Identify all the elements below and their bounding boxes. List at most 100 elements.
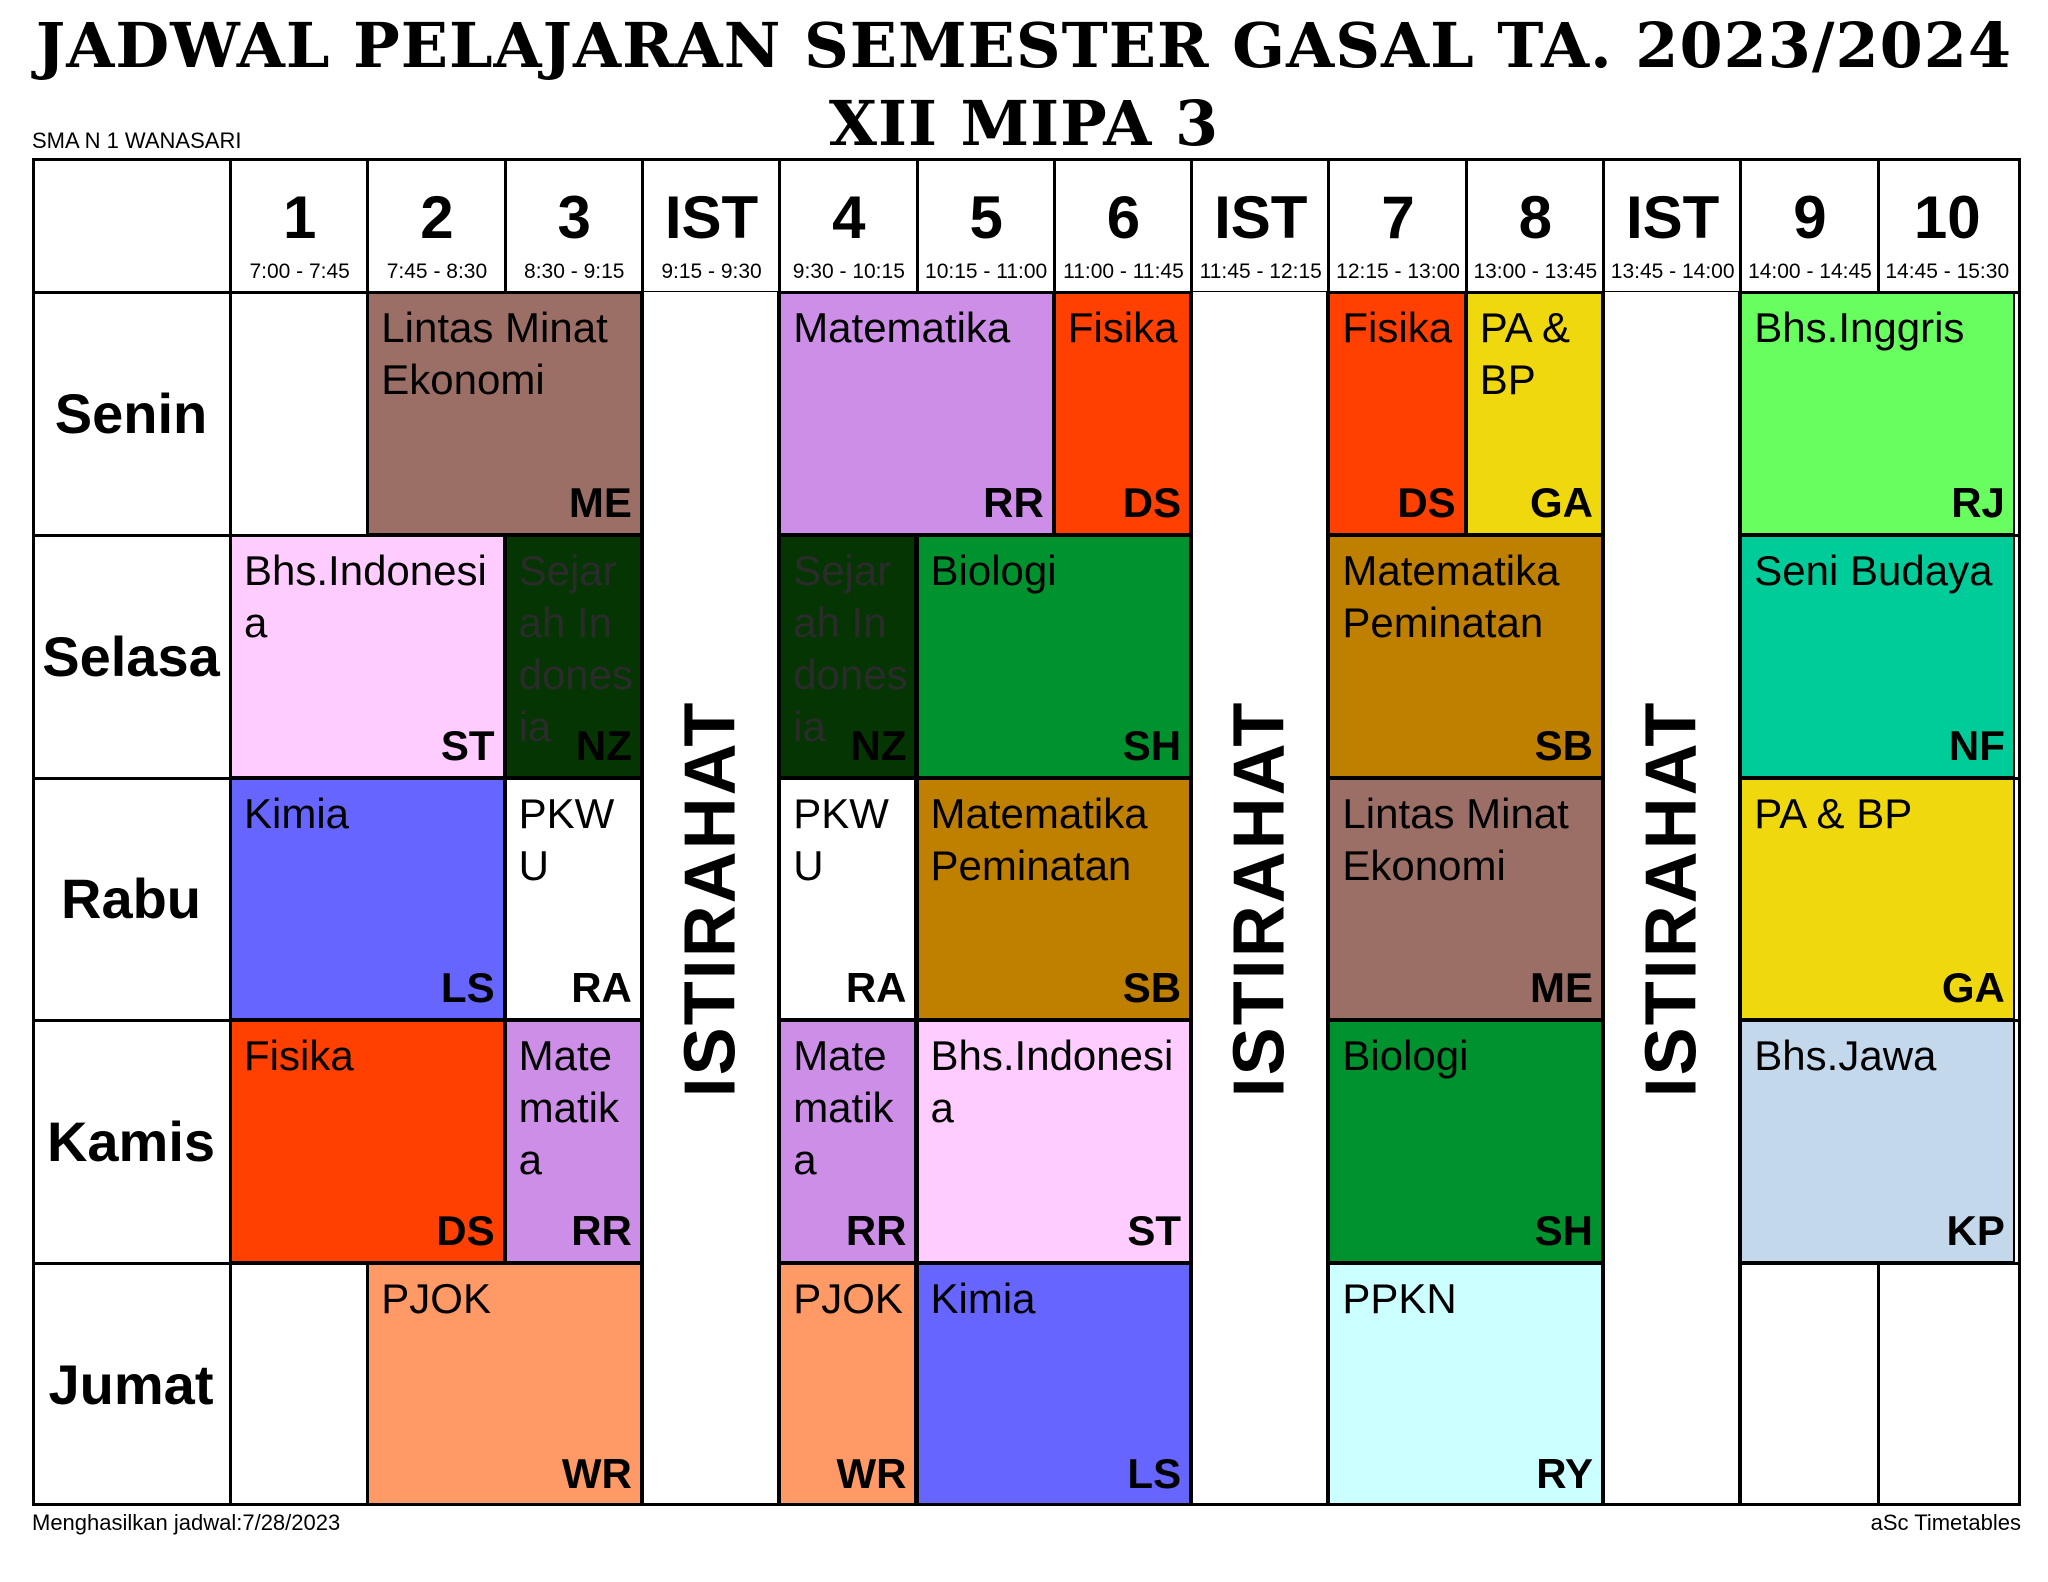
period-header: IST 9:15 - 9:30 [641,158,779,292]
lesson-subject: Bhs.Indonesia [930,1032,1174,1132]
lesson-subject: Lintas Minat Ekonomi [1342,789,1569,889]
lesson-cell[interactable]: PKWU RA [504,777,642,1021]
period-number: 7 [1381,184,1415,251]
lesson-teacher: WR [561,1449,632,1497]
period-header: 4 9:30 - 10:15 [779,158,916,292]
lesson-cell[interactable]: Matematika RR [779,1020,917,1264]
period-header: 6 11:00 - 11:45 [1053,158,1191,292]
lesson-subject: PPKN [1342,1275,1457,1323]
lesson-subject: Matematika Peminatan [1342,546,1560,646]
lesson-cell[interactable]: Matematika RR [779,292,1054,535]
lesson-cell[interactable]: Kimia LS [916,1263,1192,1506]
column-divider [1602,158,1605,292]
timetable-grid: 1 7:00 - 7:45 2 7:45 - 8:30 3 8:30 - 9:15 IST 9… [32,158,2021,1506]
period-time: 12:15 - 13:00 [1336,260,1460,283]
period-header: 10 14:45 - 15:30 [1877,158,2015,292]
period-time: 14:00 - 14:45 [1748,260,1872,283]
lesson-subject: Fisika [1342,304,1453,351]
lesson-teacher: RA [845,964,907,1012]
period-number: 4 [832,184,866,251]
period-header: 8 13:00 - 13:45 [1465,158,1603,292]
lesson-teacher: RA [571,964,632,1012]
lesson-teacher: DS [1397,478,1456,526]
break-label: ISTIRAHAT [1219,700,1300,1098]
lesson-cell[interactable]: PJOK WR [367,1263,642,1506]
lesson-cell[interactable]: Lintas Minat Ekonomi ME [1328,777,1603,1021]
lesson-cell[interactable]: Biologi SH [916,534,1192,778]
lesson-teacher: SH [1534,1207,1593,1255]
lesson-subject: Biologi [930,546,1057,594]
lesson-subject: Kimia [930,1275,1036,1323]
lesson-subject: PKWU [793,789,889,889]
lesson-subject: Seni Budaya [1754,546,1993,594]
lesson-teacher: NZ [850,721,907,769]
lesson-cell[interactable]: Sejarah Indonesia NZ [779,534,917,778]
break-column: ISTIRAHAT [1603,292,1741,1506]
lesson-cell[interactable]: Lintas Minat Ekonomi ME [367,292,642,535]
column-divider [915,158,919,292]
column-divider [778,158,782,292]
lesson-teacher: SB [1122,964,1182,1012]
period-number: 2 [420,184,454,251]
generator-credit: aSc Timetables [1870,1510,2021,1535]
lesson-teacher: LS [440,964,495,1012]
lesson-subject: Sejarah Indonesia [793,546,908,750]
lesson-cell[interactable]: PKWU RA [779,777,917,1021]
lesson-teacher: DS [1122,478,1182,526]
page-title: JADWAL PELAJARAN SEMESTER GASAL TA. 2023… [35,9,2013,82]
lesson-cell[interactable]: Biologi SH [1328,1020,1603,1264]
day-label-rabu: Rabu [61,867,201,931]
column-divider [1739,158,1743,292]
period-number: 5 [969,184,1003,251]
lesson-teacher: RR [983,478,1044,526]
cell-divider [1876,1263,1880,1506]
lesson-cell[interactable]: Matematika Peminatan SB [916,777,1192,1021]
column-divider [1876,158,1880,292]
period-header: 1 7:00 - 7:45 [230,158,367,292]
lesson-teacher: ME [568,478,632,526]
lesson-cell[interactable]: Matematika RR [504,1020,642,1264]
column-divider [1052,158,1056,292]
day-label-kamis: Kamis [46,1110,216,1174]
lesson-cell[interactable]: Sejarah Indonesia NZ [504,534,642,778]
period-time: 8:30 - 9:15 [524,260,625,283]
lesson-cell[interactable]: PA & BP GA [1465,292,1603,535]
lesson-subject: Sejarah Indonesia [518,546,634,750]
period-header: IST 11:45 - 12:15 [1191,158,1328,292]
period-number: 3 [557,184,591,251]
lesson-cell[interactable]: Matematika Peminatan SB [1328,534,1603,778]
lesson-teacher: RR [845,1207,907,1255]
period-header: 7 12:15 - 13:00 [1328,158,1465,292]
lesson-subject: Matematika [518,1032,619,1184]
period-time: 10:15 - 11:00 [925,260,1048,283]
lesson-cell[interactable]: Kimia LS [230,777,505,1021]
lesson-cell[interactable]: Bhs.Inggris RJ [1740,292,2015,535]
lesson-cell[interactable]: Bhs.Indonesia ST [916,1020,1192,1264]
period-header: 2 7:45 - 8:30 [367,158,504,292]
lesson-cell[interactable]: Fisika DS [1328,292,1466,535]
period-time: 13:45 - 14:00 [1610,260,1735,283]
lesson-teacher: NZ [575,721,632,769]
period-header: 9 14:00 - 14:45 [1740,158,1877,292]
lesson-subject: PJOK [793,1275,903,1323]
period-time: 11:45 - 12:15 [1199,260,1322,283]
lesson-subject: PKWU [518,789,615,889]
column-divider [640,158,644,292]
lesson-cell[interactable]: PA & BP GA [1740,777,2015,1021]
lesson-cell[interactable]: Bhs.Jawa KP [1740,1020,2015,1264]
lesson-cell[interactable]: Bhs.Indonesia ST [230,534,505,778]
lesson-cell[interactable]: PJOK WR [779,1263,917,1506]
column-divider [1464,158,1468,292]
lesson-subject: Fisika [244,1032,354,1080]
column-divider [366,158,370,292]
column-divider [1190,158,1194,292]
lesson-cell[interactable]: Seni Budaya NF [1740,534,2015,778]
column-divider [503,158,507,292]
lesson-cell[interactable]: Fisika DS [230,1020,505,1264]
lesson-teacher: ST [1127,1207,1182,1255]
lesson-cell[interactable]: PPKN RY [1328,1263,1603,1506]
lesson-cell[interactable]: Fisika DS [1053,292,1192,535]
lesson-teacher: DS [436,1207,495,1255]
generated-date: Menghasilkan jadwal:7/28/2023 [32,1510,341,1535]
lesson-subject: Lintas Minat Ekonomi [381,304,608,403]
